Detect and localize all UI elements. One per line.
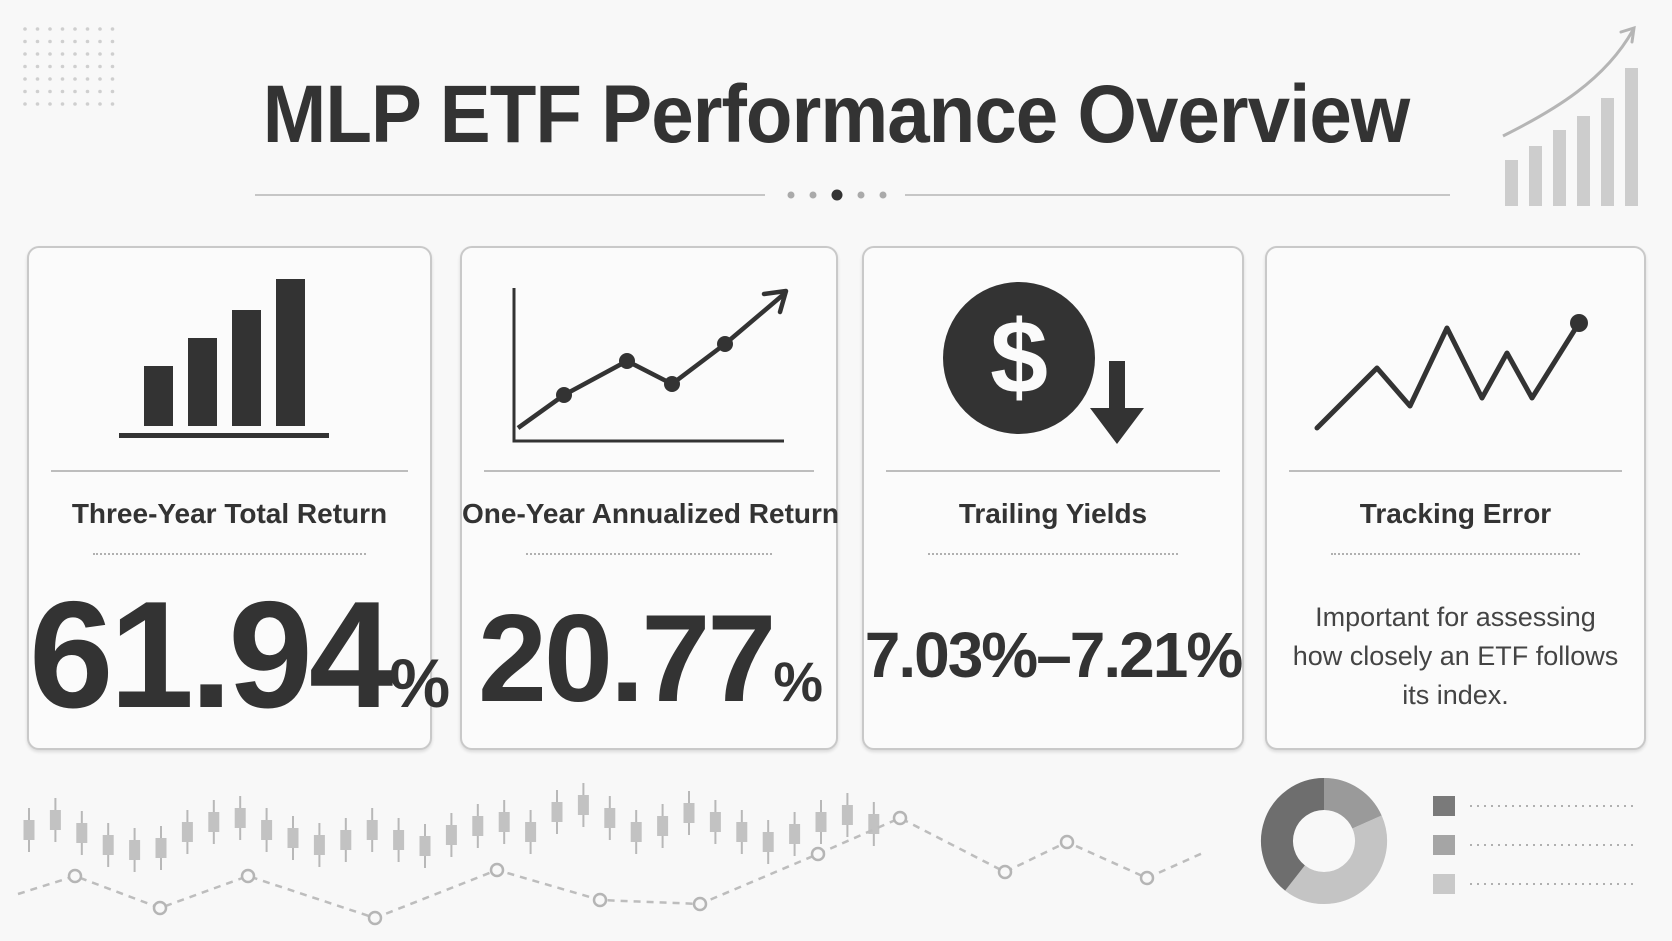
legend-decoration	[1433, 796, 1635, 894]
card-divider	[886, 470, 1220, 472]
value-number: 61.94	[29, 570, 393, 740]
card-label: Three-Year Total Return	[71, 498, 388, 529]
candlestick-decoration	[17, 783, 1206, 926]
card-value: 7.03%–7.21%	[864, 619, 1244, 691]
value-unit: %	[389, 646, 450, 722]
card-one-year-annualized-return: One-Year Annualized Return 20.77%	[460, 246, 840, 750]
card-value: 61.94%	[29, 568, 450, 743]
value-unit: %	[773, 650, 823, 713]
page-title: MLP ETF Performance Overview	[262, 69, 1410, 160]
dot-grid-decoration	[23, 27, 115, 106]
bar-chart-icon	[119, 279, 329, 438]
title-divider	[255, 189, 1450, 201]
card-label: One-Year Annualized Return	[462, 498, 840, 529]
dotted-separator	[93, 553, 366, 555]
dotted-separator	[526, 553, 772, 555]
dotted-separator	[1331, 553, 1580, 555]
card-divider	[484, 470, 814, 472]
card-value: 20.77%	[462, 588, 836, 730]
value-number: 20.77	[478, 590, 776, 728]
card-trailing-yields: $ Trailing Yields 7.03%–7.21%	[862, 246, 1244, 750]
card-label: Tracking Error	[1359, 498, 1552, 529]
dollar-down-icon: $	[943, 282, 1144, 444]
donut-chart-decoration	[1261, 778, 1387, 904]
card-divider	[51, 470, 408, 472]
svg-text:$: $	[990, 300, 1048, 416]
line-chart-up-icon	[512, 288, 789, 443]
card-description: Important for assessing how closely an E…	[1292, 602, 1619, 710]
growth-bars-decoration	[1502, 25, 1638, 206]
zigzag-line-icon	[1314, 314, 1588, 431]
dotted-separator	[928, 553, 1178, 555]
card-label: Trailing Yields	[958, 498, 1148, 529]
card-divider	[1289, 470, 1622, 472]
card-three-year-total-return: Three-Year Total Return 61.94%	[27, 246, 450, 750]
card-tracking-error: Tracking Error Important for assessing h…	[1265, 246, 1646, 750]
